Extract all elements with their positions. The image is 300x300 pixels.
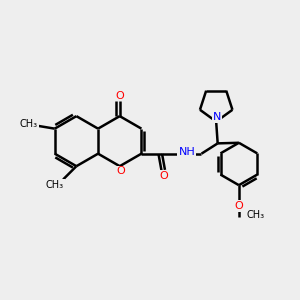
Text: CH₃: CH₃ bbox=[46, 180, 64, 190]
Text: O: O bbox=[235, 201, 243, 211]
Text: N: N bbox=[213, 112, 221, 122]
Text: CH₃: CH₃ bbox=[246, 210, 264, 220]
Text: O: O bbox=[159, 171, 168, 182]
Text: NH: NH bbox=[178, 147, 195, 157]
Text: O: O bbox=[117, 167, 126, 176]
Text: O: O bbox=[116, 91, 124, 100]
Text: CH₃: CH₃ bbox=[20, 119, 38, 129]
